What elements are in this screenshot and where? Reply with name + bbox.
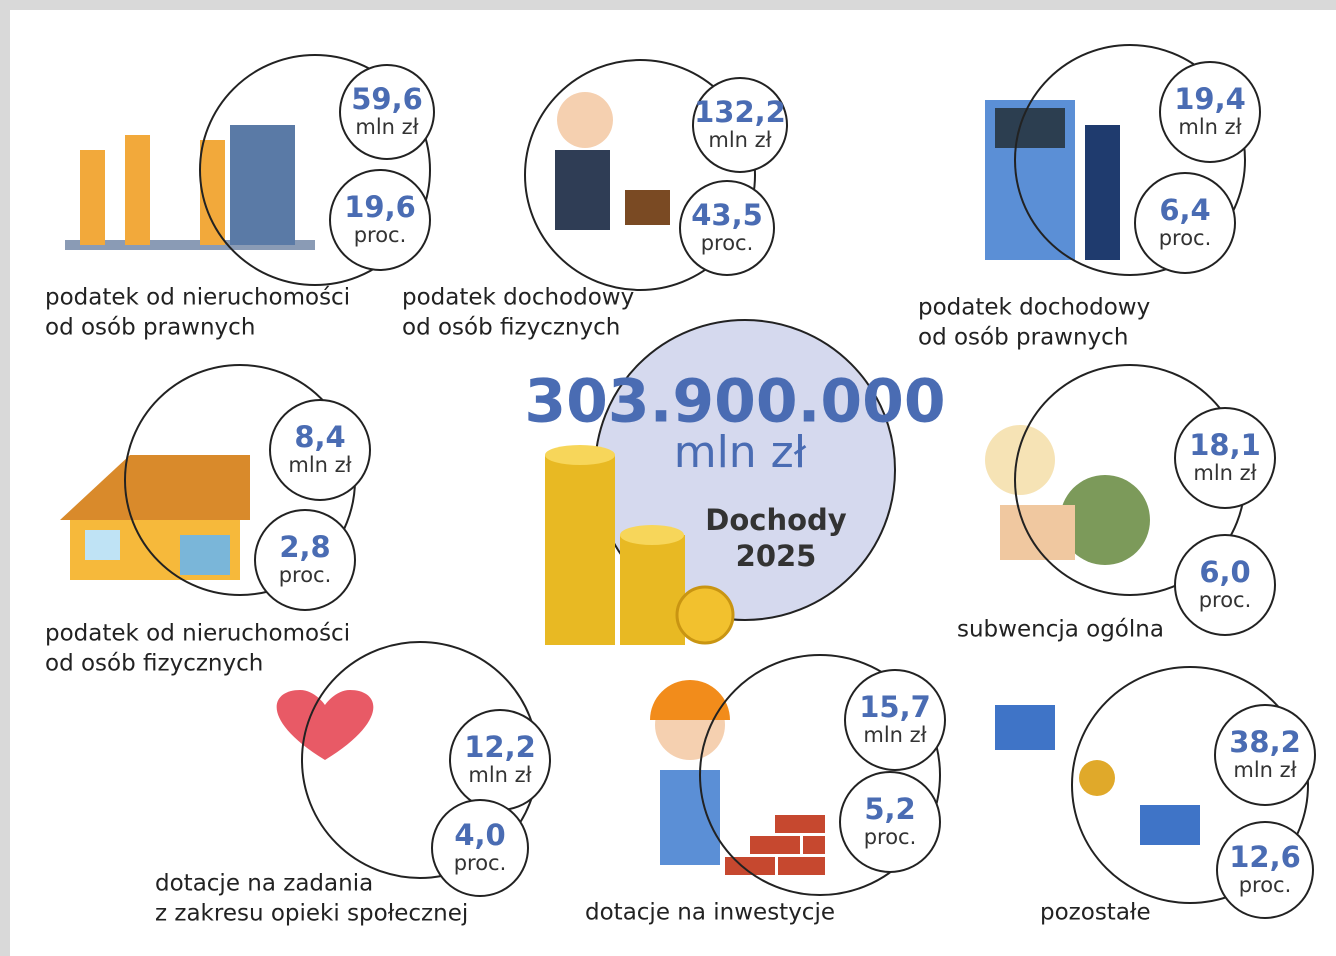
percent-unit: proc. [701,231,754,255]
machine-illustration [985,100,1120,260]
item-label: podatek dochodowy [918,295,1150,321]
amount-value: 12,2 [464,730,536,764]
amount-unit: mln zł [1233,758,1296,782]
item-circle [524,59,756,291]
amount-value: 59,6 [351,82,423,116]
percent-circle [254,509,356,611]
item-label: podatek od nieruchomości [45,621,350,647]
percent-value: 6,0 [1199,555,1250,589]
percent-value: 4,0 [454,818,505,852]
percent-unit: proc. [1239,873,1292,897]
total-unit: mln zł [674,427,807,478]
amount-value: 18,1 [1189,428,1261,462]
item-label: dotacje na inwestycje [585,900,835,926]
heart-illustration [276,690,374,760]
amount-value: 132,2 [694,95,786,129]
percent-value: 12,6 [1229,840,1301,874]
percent-circle [431,799,529,897]
percent-circle [839,771,941,873]
percent-value: 5,2 [864,792,915,826]
amount-unit: mln zł [1178,115,1241,139]
amount-circle [844,669,946,771]
amount-unit: mln zł [863,723,926,747]
item-label: z zakresu opieki społecznej [155,901,468,927]
item-label: podatek od nieruchomości [45,285,350,311]
amount-value: 15,7 [859,690,931,724]
house-illustration [60,455,250,580]
percent-unit: proc. [1199,588,1252,612]
item-label: pozostałe [1040,900,1151,926]
amount-circle [1159,61,1261,163]
percent-circle [1134,172,1236,274]
businessman-illustration [555,92,670,230]
amount-circle [339,64,435,160]
workers-illustration [65,125,315,250]
coins-illustration [545,445,735,645]
item-circle [1014,44,1246,276]
item-label: podatek dochodowy [402,285,634,311]
percent-unit: proc. [1159,226,1212,250]
center-year: 2025 [736,539,817,573]
percent-value: 43,5 [691,198,763,232]
item-circle [699,654,941,896]
amount-unit: mln zł [288,453,351,477]
amount-value: 8,4 [294,420,345,454]
amount-value: 19,4 [1174,82,1246,116]
amount-circle [1174,407,1276,509]
percent-circle [1174,534,1276,636]
percent-unit: proc. [864,825,917,849]
percent-circle [679,180,775,276]
amount-unit: mln zł [355,115,418,139]
item-label: od osób fizycznych [45,651,263,677]
builder-illustration [650,680,730,865]
item-label: dotacje na zadania [155,871,373,897]
amount-unit: mln zł [1193,461,1256,485]
item-label: od osób fizycznych [402,315,620,341]
percent-value: 6,4 [1159,193,1210,227]
percent-unit: proc. [279,563,332,587]
bricks-illustration [725,815,825,875]
amount-unit: mln zł [708,128,771,152]
amount-unit: mln zł [468,763,531,787]
item-label: od osób prawnych [45,315,255,341]
percent-value: 2,8 [279,530,330,564]
item-circle [1071,666,1309,904]
hands-illustration [995,705,1200,845]
amount-circle [692,77,788,173]
total-amount: 303.900.000 [524,367,945,437]
percent-unit: proc. [354,223,407,247]
item-label: subwencja ogólna [957,617,1164,643]
percent-unit: proc. [454,851,507,875]
amount-circle [269,399,371,501]
percent-circle [1216,821,1314,919]
item-label: od osób prawnych [918,325,1128,351]
percent-circle [329,169,431,271]
item-circle [199,54,431,286]
money-bag-illustration [985,425,1150,565]
percent-value: 19,6 [344,190,416,224]
center-label: Dochody [705,503,847,537]
amount-value: 38,2 [1229,725,1301,759]
amount-circle [1214,704,1316,806]
